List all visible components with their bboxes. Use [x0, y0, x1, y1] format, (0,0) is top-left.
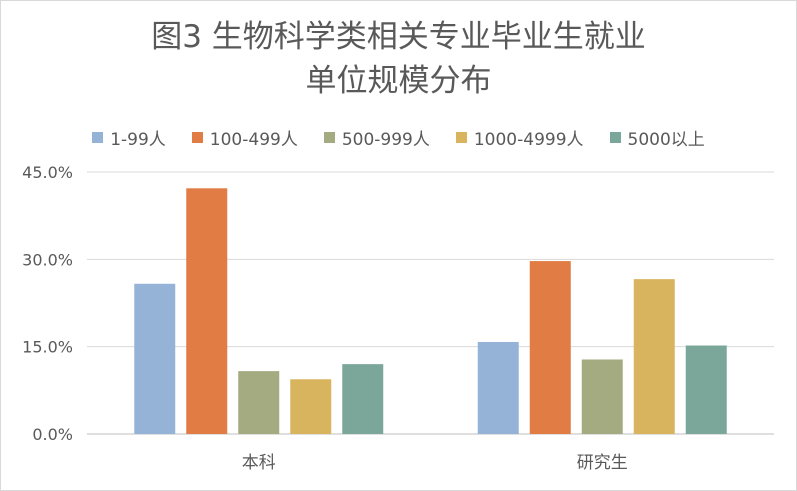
chart-title: 图3 生物科学类相关专业毕业生就业 单位规模分布	[1, 15, 796, 103]
chart-title-line-1: 图3 生物科学类相关专业毕业生就业	[151, 19, 646, 55]
legend-swatch-5	[609, 132, 621, 143]
x-category-label-1: 本科	[242, 453, 276, 473]
y-tick-label-2: 30.0%	[22, 250, 73, 269]
legend-item-3: 500-999人	[323, 125, 430, 150]
y-tick-label-0: 0.0%	[32, 425, 73, 444]
bar-1-2	[186, 188, 228, 434]
legend-swatch-1	[92, 132, 104, 143]
legend-item-5: 5000以上	[609, 125, 705, 150]
legend-label-1: 1-99人	[110, 130, 166, 150]
legend-swatch-2	[191, 132, 203, 143]
y-tick-label-3: 45.0%	[22, 163, 73, 182]
bar-2-4	[633, 279, 675, 434]
legend-label-3: 500-999人	[341, 130, 430, 150]
y-tick-label-1: 15.0%	[22, 338, 73, 357]
bar-1-4	[290, 379, 332, 434]
legend-label-5: 5000以上	[627, 130, 705, 150]
bar-1-3	[238, 371, 280, 434]
bar-2-5	[685, 345, 727, 434]
bar-1-1	[134, 283, 176, 434]
chart-legend: 1-99人 100-499人 500-999人 1000-4999人 5000以…	[1, 125, 796, 150]
legend-swatch-4	[455, 132, 467, 143]
legend-item-4: 1000-4999人	[455, 125, 584, 150]
legend-swatch-3	[323, 132, 335, 143]
legend-label-2: 100-499人	[209, 130, 298, 150]
legend-item-2: 100-499人	[191, 125, 298, 150]
chart-title-line-2: 单位规模分布	[305, 63, 492, 99]
legend-item-1: 1-99人	[92, 125, 166, 150]
bar-2-2	[529, 261, 571, 434]
bar-1-5	[342, 364, 384, 434]
bar-2-1	[477, 342, 519, 434]
x-category-label-2: 研究生	[577, 453, 628, 473]
legend-label-4: 1000-4999人	[473, 130, 584, 150]
bar-2-3	[581, 359, 623, 434]
